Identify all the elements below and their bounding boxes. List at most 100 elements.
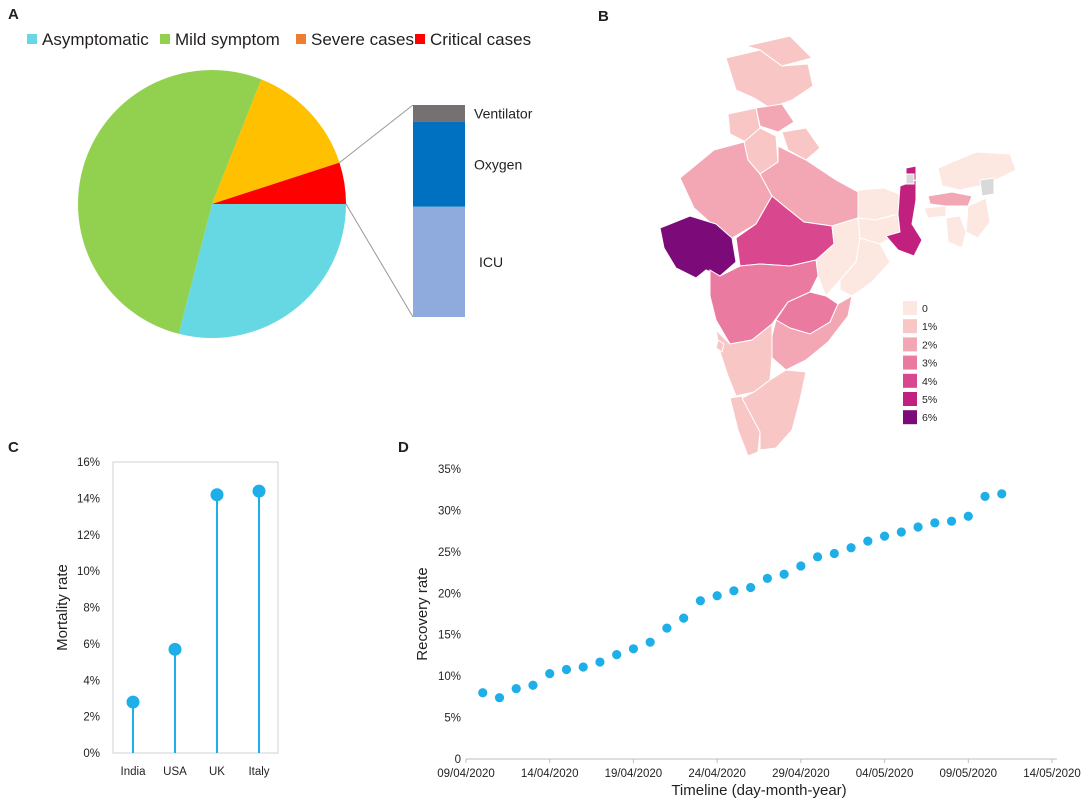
x-tick-label: 14/04/2020 — [521, 768, 579, 780]
connector-line-bottom — [345, 203, 414, 318]
critical-breakdown-bar: Ventilator Oxygen ICU — [338, 104, 533, 318]
x-tick-label: 24/04/2020 — [688, 768, 746, 780]
india-map — [659, 35, 1017, 457]
map-legend-label-5: 5% — [922, 394, 937, 406]
x-tick-label-india: India — [121, 766, 147, 778]
stack-label-icu: ICU — [479, 254, 503, 270]
stack-segment-icu — [413, 206, 465, 317]
y-tick-label: 2% — [83, 712, 100, 724]
legend-label-mild-symptom: Mild symptom — [175, 30, 280, 49]
region-nagaland-manipur — [965, 197, 991, 239]
scatter-point — [829, 548, 839, 559]
map-legend-label-1: 1% — [922, 321, 937, 333]
scatter-point — [930, 518, 940, 528]
scatter-point — [813, 552, 823, 562]
pie-slice-mild-symptom — [77, 69, 262, 334]
y-tick-label: 10% — [77, 566, 100, 578]
region-tamil-nadu — [741, 369, 807, 451]
legend-label-severe-cases: Severe cases — [311, 30, 414, 49]
map-legend-label-3: 3% — [922, 358, 937, 370]
scatter-point — [494, 693, 505, 703]
y-axis-title: Mortality rate — [54, 564, 71, 651]
mortality-chart: 0% 2% 4% 6% 8% 10% 12% 14% 16% India USA UK Italy Mor… — [54, 457, 279, 778]
connector-line-top — [338, 104, 414, 164]
x-tick-label-usa: USA — [163, 766, 187, 778]
y-tick-label: 0 — [455, 754, 461, 766]
map-legend-swatch-3 — [903, 355, 917, 370]
x-axis-title: Timeline (day-month-year) — [671, 782, 846, 799]
scatter-point — [612, 650, 622, 660]
scatter-point — [645, 637, 655, 647]
panel-label-a: A — [8, 6, 19, 23]
region-tripura-mizoram — [945, 215, 967, 249]
scatter-point — [662, 623, 672, 633]
map-legend-swatch-2 — [903, 337, 917, 352]
x-tick-label-italy: Italy — [248, 766, 269, 778]
y-tick-label: 35% — [438, 464, 461, 476]
region-himachal — [755, 103, 795, 133]
scatter-point — [729, 586, 739, 596]
x-tick-label: 29/04/2020 — [772, 768, 830, 780]
y-axis-title: Recovery rate — [414, 567, 431, 660]
x-tick-label: 09/04/2020 — [437, 768, 495, 780]
scatter-point — [578, 662, 588, 672]
region-meghalaya — [923, 205, 947, 219]
scatter-point — [712, 591, 722, 601]
map-legend-swatch-6 — [903, 410, 917, 425]
x-tick-label: 04/05/2020 — [856, 768, 914, 780]
scatter-point — [980, 491, 990, 501]
y-tick-label: 30% — [438, 505, 461, 517]
y-tick-label: 4% — [83, 675, 100, 687]
scatter-point — [997, 489, 1007, 499]
y-tick-label: 20% — [438, 588, 461, 600]
y-tick-label: 6% — [83, 639, 100, 651]
region-no-data-east — [979, 177, 995, 197]
map-legend-swatch-1 — [903, 319, 917, 334]
plot-frame — [112, 461, 279, 754]
scatter-point — [946, 516, 957, 526]
scatter-point — [863, 536, 873, 546]
legend-swatch-mild-symptom — [160, 34, 170, 44]
panel-label-c: C — [8, 439, 19, 456]
region-west-bengal — [885, 179, 923, 257]
scatter-point — [595, 657, 605, 667]
y-tick-label: 5% — [444, 713, 461, 725]
map-legend-swatch-5 — [903, 392, 917, 406]
map-legend: 0 1% 2% 3% 4% 5% 6% — [903, 301, 937, 425]
y-tick-label: 0% — [83, 748, 100, 760]
x-tick-label: 14/05/2020 — [1023, 768, 1081, 780]
legend-swatch-asymptomatic — [27, 34, 37, 44]
stack-segment-oxygen — [413, 121, 465, 207]
pie-chart — [77, 69, 346, 338]
lollipop-point-uk — [210, 488, 224, 502]
scatter-point — [913, 522, 923, 532]
pie-slice-severe-cases — [212, 79, 340, 204]
x-tick-label: 19/04/2020 — [605, 768, 663, 780]
y-tick-label: 10% — [438, 671, 461, 683]
pie-slice-asymptomatic — [178, 204, 346, 338]
scatter-point — [561, 664, 572, 675]
legend-swatch-critical-cases — [415, 34, 425, 44]
legend-label-critical-cases: Critical cases — [430, 30, 531, 49]
region-goa — [715, 339, 725, 353]
scatter-point — [879, 531, 890, 541]
y-tick-label: 16% — [77, 457, 100, 469]
recovery-chart: 0 5% 10% 15% 20% 25% 30% 35% 09/04/2020 14/04/202… — [414, 464, 1081, 799]
region-uttarakhand — [781, 127, 821, 161]
scatter-point — [628, 644, 639, 654]
stack-label-ventilator: Ventilator — [474, 105, 533, 121]
scatter-point — [528, 680, 538, 690]
region-arunachal — [937, 151, 1017, 191]
scatter-point — [896, 527, 906, 537]
stack-segment-ventilator — [413, 105, 465, 122]
scatter-point — [545, 669, 555, 679]
x-tick-label: 09/05/2020 — [940, 768, 998, 780]
scatter-point — [746, 582, 756, 593]
stack-label-oxygen: Oxygen — [474, 156, 522, 172]
scatter-point — [762, 573, 772, 583]
region-chhattisgarh — [815, 217, 861, 297]
scatter-point — [695, 596, 706, 606]
lollipop-point-usa — [168, 642, 182, 656]
region-kerala — [729, 395, 761, 457]
